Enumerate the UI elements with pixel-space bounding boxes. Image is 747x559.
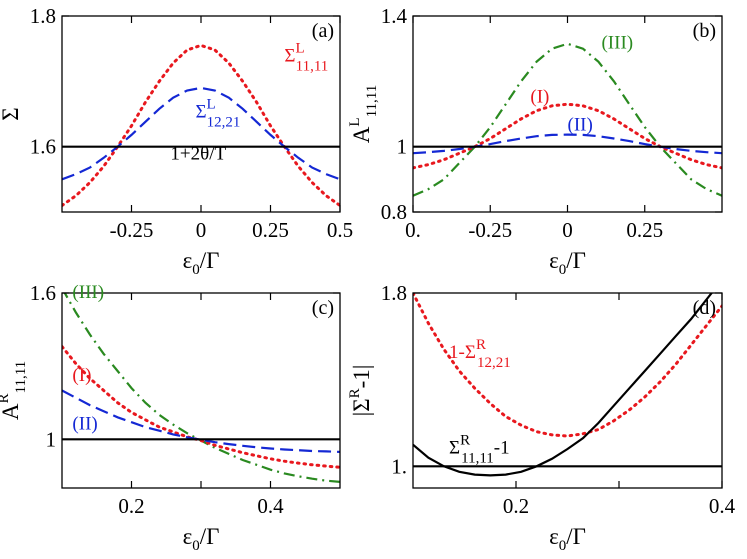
x-tick-label: 0.25 <box>252 218 289 242</box>
x-tick-label: 0 <box>196 218 207 242</box>
series-case_i <box>62 345 340 469</box>
y-axis-label: Σ <box>0 107 23 120</box>
x-tick-label: 0.5 <box>327 218 353 242</box>
y-tick-label: 1.6 <box>30 281 56 305</box>
x-tick-label: 0.2 <box>503 494 529 518</box>
y-tick-label: 1.8 <box>30 4 56 28</box>
series-one_minus_sigma_r_12_21 <box>413 293 722 438</box>
annot-sigma-minus-1: ΣR 11,11-1 <box>449 432 510 466</box>
y-tick-label: 0.8 <box>381 200 407 224</box>
y-tick-label: 1 <box>397 135 408 159</box>
y-tick-label: 1.6 <box>30 135 56 159</box>
panel-label: (a) <box>312 20 334 42</box>
annot-sigma-l-11-11: ΣL 11,11 <box>284 41 328 75</box>
series-sigma_l_11_11 <box>62 43 340 207</box>
annot-ii: (II) <box>568 114 593 135</box>
y-axis-label: AR11,11 <box>0 361 29 420</box>
x-axis-label: ε0/Γ <box>549 248 586 278</box>
annot-ii: (II) <box>72 414 97 435</box>
annot-i: (I) <box>530 87 549 108</box>
y-tick-label: 1 <box>46 427 57 451</box>
x-tick-label: 0. <box>405 218 421 242</box>
y-axis-label: AL11,11 <box>347 85 380 143</box>
x-tick-label: 0.2 <box>118 494 144 518</box>
panel-c: 0.2 0.4 1 1.6 (c) ε0/Γ AR11,11 (III) (I) (II) <box>0 281 341 554</box>
panel-d: 0.2 0.4 1. 1.8 (d) ε0/Γ |ΣR-1| 1-ΣR 12,21 ΣR 11,11… <box>347 281 736 554</box>
series-case_iii <box>63 293 340 483</box>
x-tick-label: 0 <box>562 218 573 242</box>
panel-a: -0.25 0 0.25 0.5 1.6 1.8 (a) ε0/Γ Σ ΣL 11,11 ΣL 12,2… <box>0 4 353 278</box>
annot-1-minus-sigma: 1-ΣR 12,21 <box>449 337 511 371</box>
y-tick-label: 1.4 <box>381 4 408 28</box>
series-case_i <box>413 102 722 170</box>
annot-i: (I) <box>72 365 91 386</box>
annot-1-2theta: 1+2θ/T <box>170 144 226 165</box>
x-tick-label: -0.25 <box>468 218 512 242</box>
x-axis-label: ε0/Γ <box>549 524 586 554</box>
x-tick-label: 0.4 <box>709 494 736 518</box>
y-axis-label: |ΣR-1| <box>347 365 374 417</box>
series-case_iii <box>413 42 722 197</box>
series-case_ii <box>62 389 340 453</box>
x-tick-label: 0.4 <box>257 494 284 518</box>
y-tick-label: 1. <box>391 454 407 478</box>
annot-iii: (III) <box>601 33 633 54</box>
series-case_ii <box>413 133 722 155</box>
x-tick-label: -0.25 <box>110 218 154 242</box>
annot-iii: (III) <box>72 282 104 303</box>
x-tick-label: 0.25 <box>626 218 663 242</box>
x-axis-label: ε0/Γ <box>183 524 220 554</box>
y-tick-label: 1.8 <box>381 281 407 305</box>
series-sigma_r_11_11_minus_1 <box>413 293 714 477</box>
axes-frame <box>412 292 723 489</box>
panel-label: (c) <box>312 297 334 319</box>
panel-label: (d) <box>693 297 716 319</box>
panel-b: 0. -0.25 0 0.25 0.8 1 1.4 (b) ε0/Γ AL11,11 (III) (I… <box>347 4 723 278</box>
annot-sigma-l-12-21: ΣL 12,21 <box>195 96 240 130</box>
panel-label: (b) <box>693 20 716 42</box>
x-axis-label: ε0/Γ <box>183 248 220 278</box>
